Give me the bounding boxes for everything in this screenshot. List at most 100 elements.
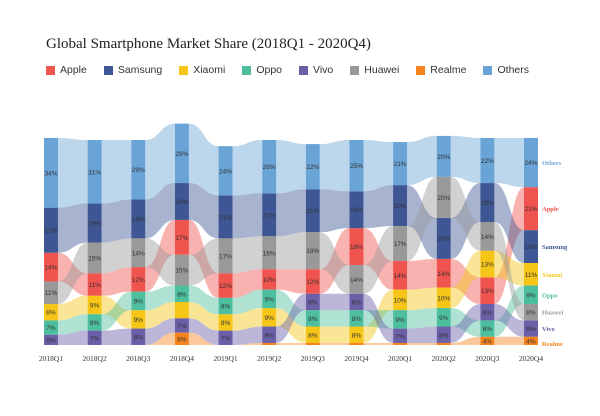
ribbon-huawei [450, 176, 481, 251]
value-label-huawei: 18% [306, 248, 319, 255]
ribbon-oppo [145, 285, 175, 311]
value-label-xiaomi: 10% [437, 295, 450, 302]
ribbon-xiaomi [145, 301, 175, 329]
value-label-oppo: 8% [221, 304, 231, 311]
bar-huawei-2018q2 [87, 242, 102, 274]
ribbon-oppo [494, 285, 524, 337]
bar-vivo-2018q2 [87, 330, 102, 345]
bar-vivo-2018q4 [174, 318, 189, 333]
bar-samsung-2020q1 [393, 185, 408, 227]
ribbon-huawei [145, 238, 175, 286]
value-label-apple: 14% [437, 271, 450, 278]
value-label-vivo: 8% [264, 332, 274, 339]
ribbon-samsung [363, 185, 394, 229]
bar-samsung-2020q2 [436, 217, 451, 259]
value-label-oppo: 9% [526, 292, 536, 299]
legend-label-apple: Apple [60, 64, 87, 76]
value-label-others: 25% [350, 163, 363, 170]
ribbon-samsung [494, 183, 524, 263]
value-label-apple: 10% [263, 277, 276, 284]
bar-huawei-2019q1 [218, 238, 233, 274]
bar-xiaomi-2020q3 [480, 250, 495, 278]
x-tick-label: 2019Q1 [213, 354, 237, 363]
ribbon-xiaomi [319, 326, 350, 343]
ribbon-vivo [145, 318, 175, 345]
bar-others-2019q4 [349, 140, 364, 192]
value-label-vivo: 7% [177, 323, 187, 330]
legend-item-vivo: Vivo [299, 64, 333, 76]
value-label-vivo: 8% [439, 332, 449, 339]
x-tick-label: 2019Q3 [301, 354, 325, 363]
bar-apple-2020q1 [393, 260, 408, 290]
x-tick-label: 2018Q3 [126, 354, 150, 363]
bar-segments [44, 123, 538, 345]
bar-apple-2019q1 [218, 273, 233, 298]
x-tick-label: 2020Q3 [475, 354, 499, 363]
bar-vivo-2019q2 [262, 326, 277, 343]
bar-huawei-2020q3 [480, 222, 495, 251]
value-label-others: 31% [88, 169, 101, 176]
ribbon-realme [450, 336, 481, 345]
ribbon-vivo [494, 304, 524, 337]
value-label-samsung: 20% [394, 203, 407, 210]
ribbon-vivo [319, 293, 350, 311]
ribbon-oppo [232, 289, 263, 315]
ribbon-vivo [188, 318, 219, 345]
value-label-xiaomi: 9% [90, 303, 100, 310]
ribbon-huawei [58, 242, 88, 304]
value-label-apple: 13% [481, 288, 494, 295]
legend-item-huawei: Huawei [350, 64, 399, 76]
ribbon-samsung [276, 189, 306, 237]
value-label-samsung: 22% [44, 228, 57, 235]
bar-samsung-2019q3 [305, 189, 320, 233]
value-label-xiaomi: 13% [481, 262, 494, 269]
bar-others-2019q1 [218, 146, 233, 196]
bar-oppo-2018q2 [87, 314, 102, 331]
bar-realme-2019q3 [305, 342, 320, 345]
value-label-others: 24% [219, 168, 232, 175]
ribbon-vivo [101, 328, 132, 345]
ribbon-apple [276, 269, 306, 294]
bar-samsung-2019q4 [349, 191, 364, 229]
ribbon-others [101, 140, 132, 204]
bar-samsung-2018q1 [44, 207, 58, 253]
ribbon-realme [232, 342, 263, 345]
value-label-others: 21% [394, 161, 407, 168]
bar-apple-2018q2 [87, 273, 102, 296]
bar-oppo-2018q3 [131, 291, 146, 311]
ribbon-oppo [188, 285, 219, 315]
bar-others-2020q4 [524, 137, 538, 188]
bar-apple-2020q3 [480, 277, 495, 304]
bar-xiaomi-2019q3 [305, 326, 320, 343]
bar-huawei-2019q2 [262, 236, 277, 270]
legend-item-samsung: Samsung [103, 64, 162, 76]
ribbon-samsung [319, 189, 350, 233]
ribbon-vivo [363, 293, 394, 343]
bar-apple-2018q3 [131, 267, 146, 292]
ribbon-vivo [407, 326, 437, 343]
value-label-huawei: 14% [350, 277, 363, 284]
x-tick-label: 2020Q1 [388, 354, 412, 363]
value-label-samsung: 21% [306, 208, 319, 215]
value-label-apple: 18% [350, 244, 363, 251]
ribbon-huawei [494, 222, 524, 321]
value-label-oppo: 8% [308, 316, 318, 323]
x-tick-label: 2018Q4 [170, 354, 194, 363]
value-label-oppo: 7% [46, 325, 56, 332]
value-label-apple: 12% [306, 279, 319, 286]
value-label-samsung: 19% [481, 200, 494, 207]
bar-others-2019q2 [262, 140, 277, 194]
value-label-apple: 14% [44, 265, 57, 272]
value-label-others: 22% [481, 158, 494, 165]
value-label-realme: 4% [483, 338, 493, 345]
ribbon-xiaomi [450, 250, 481, 309]
ribbon-vivo [276, 293, 306, 343]
value-label-others: 24% [524, 160, 537, 167]
ribbon-huawei [101, 238, 132, 274]
bar-vivo-2018q3 [131, 328, 146, 345]
bar-apple-2018q1 [44, 252, 58, 282]
value-label-xiaomi: 8% [221, 320, 231, 327]
value-label-oppo: 8% [352, 316, 362, 323]
ribbon-huawei [232, 236, 263, 274]
end-label-apple: Apple [542, 206, 559, 213]
